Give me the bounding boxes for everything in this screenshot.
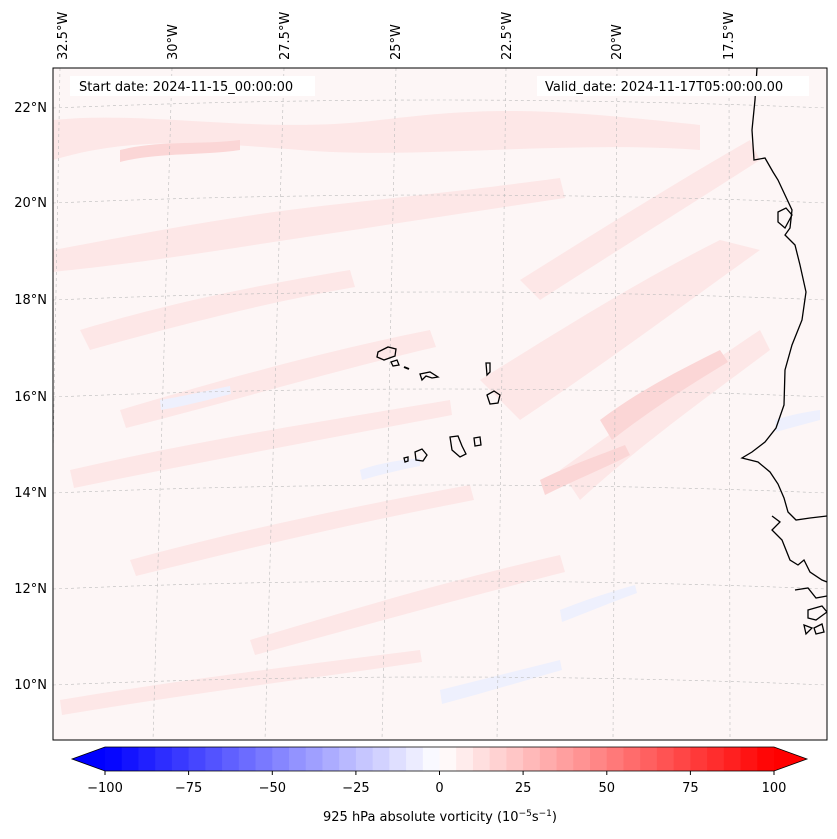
graticule bbox=[53, 68, 827, 740]
colorbar-swatch bbox=[640, 747, 658, 771]
colorbar-swatch bbox=[489, 747, 507, 771]
vorticity-field-positive-bands bbox=[53, 110, 770, 715]
africa-coastline bbox=[740, 68, 827, 521]
start-date-label: Start date: 2024-11-15_00:00:00 bbox=[70, 76, 315, 96]
colorbar-swatch bbox=[523, 747, 541, 771]
colorbar-title: 925 hPa absolute vorticity (10−5s−1) bbox=[323, 809, 557, 825]
colorbar-swatch bbox=[272, 747, 290, 771]
colorbar-tick-labels: −100 −75 −50 −25 0 25 50 75 100 bbox=[87, 781, 786, 796]
island-fogo bbox=[414, 448, 428, 462]
cb-tick-25: 25 bbox=[515, 781, 532, 796]
colorbar-swatch bbox=[155, 747, 173, 771]
lon-label-27-5w: 27.5°W bbox=[278, 12, 293, 60]
colorbar-swatch bbox=[255, 747, 273, 771]
island-santa-luzia bbox=[403, 366, 410, 370]
colorbar-swatch bbox=[506, 747, 524, 771]
cb-tick-0: 0 bbox=[435, 781, 443, 796]
svg-text:Valid_date: 2024-11-17T05:00:0: Valid_date: 2024-11-17T05:00:00.00 bbox=[545, 80, 783, 95]
colorbar-swatch bbox=[740, 747, 758, 771]
island-sal bbox=[485, 362, 491, 377]
colorbar-swatch bbox=[456, 747, 474, 771]
svg-text:Start date: 2024-11-15_00:00:0: Start date: 2024-11-15_00:00:00 bbox=[79, 80, 293, 95]
cb-tick-50: 50 bbox=[599, 781, 616, 796]
colorbar-swatch bbox=[288, 747, 307, 771]
cb-tick-m50: −50 bbox=[259, 781, 286, 796]
cape-verde-islands bbox=[376, 346, 501, 463]
lon-label-30w: 30°W bbox=[166, 24, 181, 60]
island-boa-vista bbox=[486, 390, 501, 405]
colorbar-swatch bbox=[238, 747, 257, 771]
colorbar-swatch bbox=[606, 747, 625, 771]
cb-tick-100: 100 bbox=[762, 781, 787, 796]
lat-label-10n: 10°N bbox=[14, 678, 47, 693]
colorbar-swatch bbox=[707, 747, 725, 771]
lon-label-17-5w: 17.5°W bbox=[722, 12, 737, 60]
colorbar-swatch bbox=[723, 747, 742, 771]
valid-date-label: Valid_date: 2024-11-17T05:00:00.00 bbox=[537, 76, 809, 96]
colorbar-swatch bbox=[322, 747, 340, 771]
colorbar-swatch bbox=[439, 747, 457, 771]
lon-label-32-5w: 32.5°W bbox=[56, 12, 71, 60]
colorbar-swatch bbox=[222, 747, 240, 771]
vorticity-field-positive-core bbox=[120, 140, 728, 495]
lat-label-18n: 18°N bbox=[14, 293, 47, 308]
colorbar-swatch bbox=[205, 747, 223, 771]
colorbar-swatch bbox=[171, 747, 190, 771]
colorbar-swatch bbox=[105, 747, 123, 771]
island-santiago bbox=[449, 435, 467, 458]
latitude-labels: 22°N 20°N 18°N 16°N 14°N 12°N 10°N bbox=[14, 101, 47, 693]
lon-label-22-5w: 22.5°W bbox=[500, 12, 515, 60]
cb-tick-m25: −25 bbox=[342, 781, 369, 796]
colorbar-ticks bbox=[104, 771, 775, 775]
lat-label-12n: 12°N bbox=[14, 582, 47, 597]
colorbar-swatch bbox=[188, 747, 206, 771]
longitude-labels: 32.5°W 30°W 27.5°W 25°W 22.5°W 20°W 17.5… bbox=[56, 12, 737, 60]
colorbar: −100 −75 −50 −25 0 25 50 75 100 925 hPa … bbox=[70, 746, 809, 825]
colorbar-swatch bbox=[556, 747, 574, 771]
colorbar-swatch bbox=[656, 747, 675, 771]
colorbar-swatch bbox=[406, 747, 424, 771]
colorbar-swatch bbox=[339, 747, 357, 771]
map-frame bbox=[52, 67, 828, 741]
colorbar-min-extend bbox=[72, 747, 105, 771]
colorbar-max-extend bbox=[774, 747, 807, 771]
colorbar-swatch bbox=[305, 747, 324, 771]
island-sao-nicolau bbox=[419, 371, 440, 382]
colorbar-swatch bbox=[389, 747, 407, 771]
cb-tick-m75: −75 bbox=[175, 781, 202, 796]
colorbar-swatch bbox=[355, 747, 374, 771]
colorbar-swatch bbox=[573, 747, 591, 771]
colorbar-swatch bbox=[623, 747, 641, 771]
island-maio bbox=[473, 436, 482, 447]
cb-tick-75: 75 bbox=[682, 781, 699, 796]
map-panel: Start date: 2024-11-15_00:00:00 Valid_da… bbox=[53, 68, 827, 740]
lat-label-16n: 16°N bbox=[14, 390, 47, 405]
lat-label-14n: 14°N bbox=[14, 486, 47, 501]
colorbar-swatch bbox=[539, 747, 558, 771]
island-santo-antao bbox=[376, 346, 397, 361]
colorbar-swatch bbox=[138, 747, 156, 771]
colorbar-swatch bbox=[472, 747, 491, 771]
island-brava bbox=[403, 456, 409, 463]
colorbar-swatch bbox=[690, 747, 708, 771]
colorbar-swatch bbox=[673, 747, 691, 771]
colorbar-swatch bbox=[121, 747, 140, 771]
lon-label-25w: 25°W bbox=[389, 24, 404, 60]
colorbar-swatches bbox=[72, 747, 807, 771]
colorbar-swatch bbox=[590, 747, 608, 771]
lon-label-20w: 20°W bbox=[610, 24, 625, 60]
vorticity-field-negative-patches bbox=[160, 386, 820, 704]
cb-tick-m100: −100 bbox=[87, 781, 123, 796]
lat-label-20n: 20°N bbox=[14, 196, 47, 211]
island-sao-vicente bbox=[390, 359, 400, 367]
colorbar-swatch bbox=[422, 747, 441, 771]
lat-label-22n: 22°N bbox=[14, 101, 47, 116]
colorbar-swatch bbox=[372, 747, 390, 771]
colorbar-swatch bbox=[757, 747, 775, 771]
coastlines bbox=[740, 68, 827, 636]
